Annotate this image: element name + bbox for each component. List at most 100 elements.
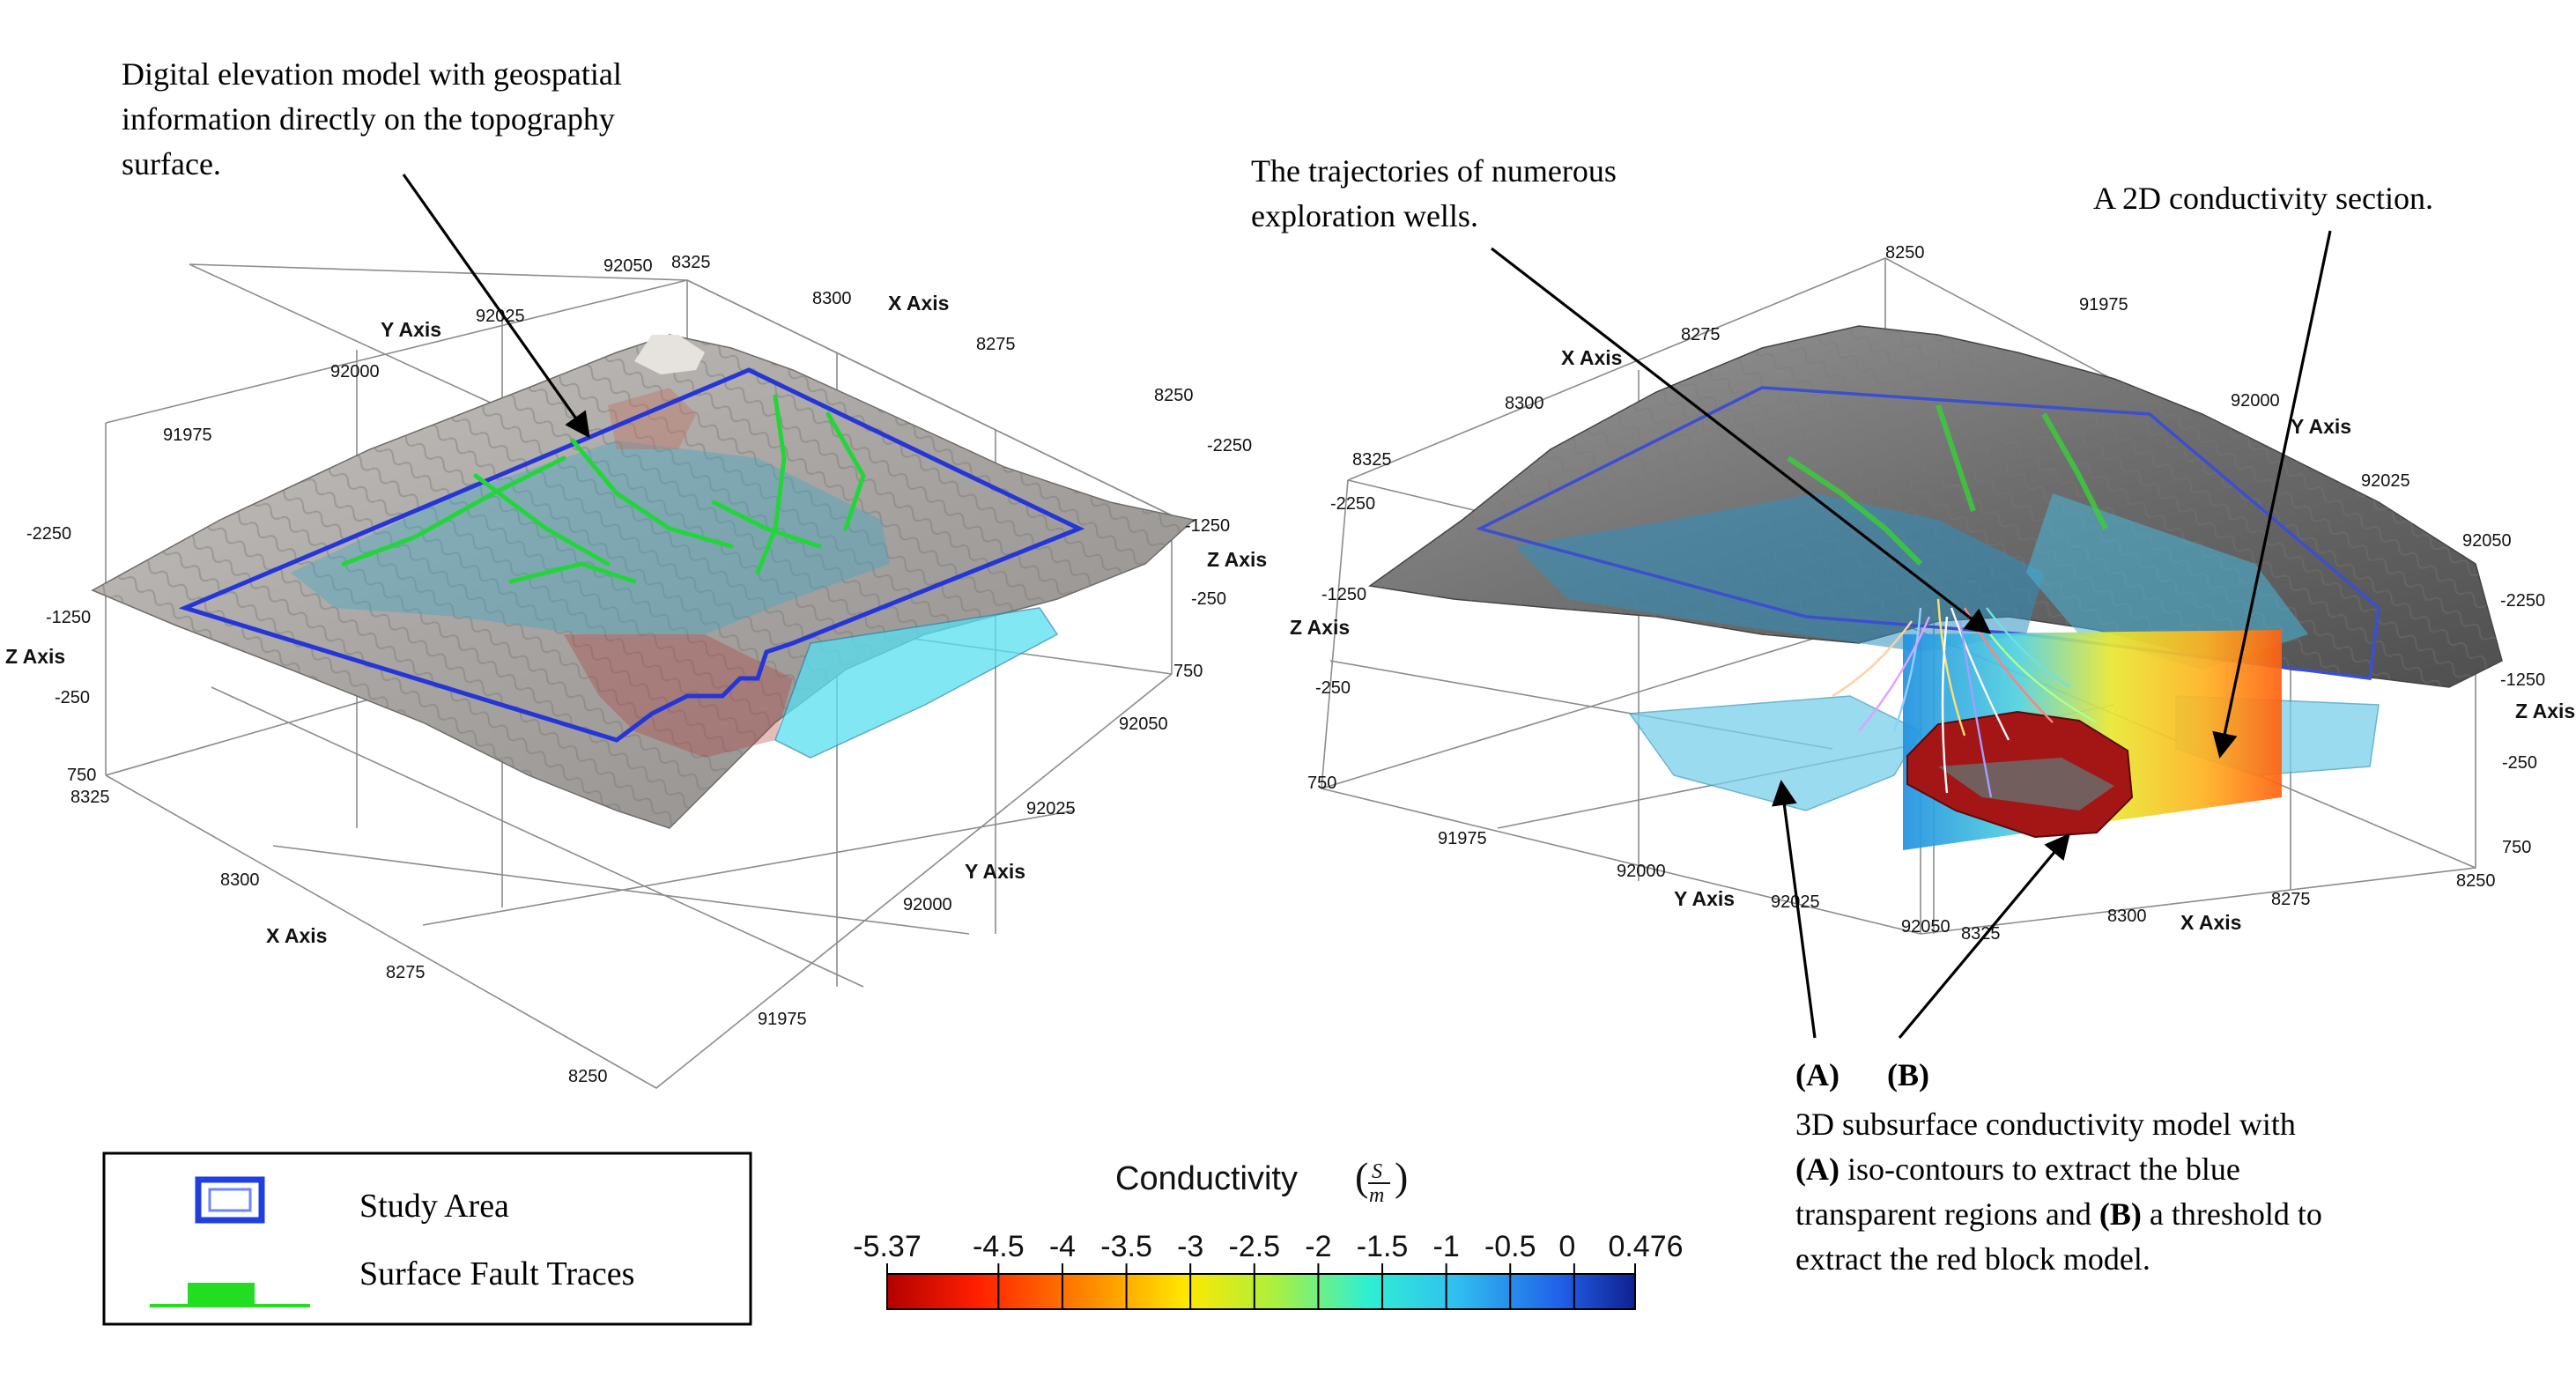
right-z-tick-left: -1250 bbox=[1321, 585, 1366, 604]
right-y-axis-title-bottom: Y Axis bbox=[1674, 887, 1735, 910]
colorbar-tick-label: -5.37 bbox=[853, 1230, 922, 1263]
wells-arrow bbox=[1491, 247, 1992, 634]
arrow-a bbox=[1772, 780, 1817, 1039]
red-block-model bbox=[1906, 710, 2134, 839]
left-plot: 8325 8300 8275 8250 92050 92025 92000 91… bbox=[5, 253, 1267, 1089]
left-y-tick-right: 92050 bbox=[1119, 715, 1168, 734]
model-annotation-line: (A) iso-contours to extract the blue bbox=[1795, 1151, 2240, 1187]
left-x-tick-bottom: 8325 bbox=[70, 788, 110, 807]
left-geospatial-overlay bbox=[291, 388, 1059, 759]
wells-annotation-line: exploration wells. bbox=[1251, 198, 1478, 233]
colorbar-unit-open-paren: ( bbox=[1355, 1154, 1368, 1199]
right-x-tick-bottom: 8250 bbox=[2456, 871, 2496, 891]
wells-annotation: The trajectories of numerous exploration… bbox=[1251, 153, 1992, 634]
colorbar-tick-label: -0.5 bbox=[1484, 1230, 1536, 1263]
left-surface-fault-traces bbox=[341, 394, 866, 584]
right-y-tick-top: 92000 bbox=[2231, 391, 2280, 411]
right-x-tick-top: 8300 bbox=[1505, 394, 1544, 413]
right-x-axis-title-top: X Axis bbox=[1561, 346, 1622, 369]
right-z-tick-right: 750 bbox=[2502, 838, 2531, 857]
left-y-tick-top: 92050 bbox=[603, 256, 653, 276]
label-b: (B) bbox=[1887, 1057, 1929, 1092]
right-z-tick-right: -2250 bbox=[2500, 591, 2545, 611]
model-bold-a: (A) bbox=[1795, 1151, 1839, 1187]
right-x-tick-top: 8250 bbox=[1885, 243, 1925, 263]
right-z-axis-title-right: Z Axis bbox=[2515, 700, 2575, 722]
colorbar-tick-label: -1 bbox=[1433, 1230, 1460, 1263]
right-z-tick-left: -2250 bbox=[1330, 494, 1375, 514]
study-area-icon bbox=[195, 1176, 265, 1224]
study-area-icon-inner bbox=[208, 1188, 252, 1212]
left-x-tick-bottom: 8300 bbox=[220, 870, 260, 890]
left-y-axis-title-top: Y Axis bbox=[381, 318, 441, 341]
section-annotation-text: A 2D conductivity section. bbox=[2093, 181, 2433, 216]
right-x-tick-top: 8275 bbox=[1681, 325, 1721, 344]
right-study-area-outline bbox=[1476, 386, 2380, 680]
right-z-tick-left: 750 bbox=[1307, 774, 1336, 793]
dem-annotation-line: Digital elevation model with geospatial bbox=[122, 56, 622, 92]
right-x-tick-top: 8325 bbox=[1352, 450, 1392, 470]
colorbar-tick-label: -2.5 bbox=[1229, 1230, 1281, 1263]
right-y-tick-top: 92025 bbox=[2361, 471, 2410, 491]
right-y-tick-top: 92050 bbox=[2462, 531, 2512, 551]
colorbar-tick-label: 0 bbox=[1558, 1230, 1575, 1263]
colorbar-tick-label: 0.476 bbox=[1608, 1230, 1683, 1263]
right-y-axis-title-top: Y Axis bbox=[2291, 415, 2351, 438]
right-y-tick-bottom: 92000 bbox=[1617, 862, 1666, 881]
right-tick-labels: 8250 8275 8300 8325 91975 92000 92025 92… bbox=[1307, 243, 2545, 944]
colorbar-tick-label: -3 bbox=[1177, 1230, 1203, 1263]
colorbar-unit-denominator: m bbox=[1369, 1184, 1384, 1207]
left-y-tick-right: 91975 bbox=[758, 1010, 807, 1029]
right-y-tick-top: 91975 bbox=[2079, 295, 2128, 315]
colorbar-title: Conductivity bbox=[1115, 1160, 1298, 1197]
right-x-tick-bottom: 8300 bbox=[2107, 907, 2147, 926]
right-y-tick-bottom: 92025 bbox=[1771, 892, 1820, 912]
right-y-tick-bottom: 91975 bbox=[1438, 829, 1487, 848]
model-line3-post: a threshold to bbox=[2142, 1196, 2322, 1232]
dem-arrow bbox=[402, 174, 590, 439]
left-z-tick-right: -2250 bbox=[1207, 436, 1252, 455]
dem-annotation: Digital elevation model with geospatial … bbox=[122, 56, 622, 439]
model-line3-pre: transparent regions and bbox=[1795, 1196, 2099, 1232]
left-z-tick-left: -2250 bbox=[26, 524, 71, 544]
right-z-tick-left: -250 bbox=[1315, 678, 1351, 698]
left-x-tick-top: 8250 bbox=[1154, 386, 1194, 405]
legend-label-study-area: Study Area bbox=[359, 1188, 509, 1225]
colorbar-ticks: -5.37 -4.5 -4 -3.5 -3 -2.5 -2 -1.5 -1 -0.5 0 0.476 bbox=[853, 1230, 1684, 1309]
right-z-tick-right: -250 bbox=[2502, 753, 2537, 773]
wells-annotation-line: The trajectories of numerous bbox=[1251, 153, 1617, 189]
model-bold-b: (B) bbox=[2099, 1196, 2142, 1232]
left-z-tick-right: -250 bbox=[1191, 589, 1226, 609]
left-terrain-surface bbox=[91, 334, 1195, 829]
left-y-tick-top: 91975 bbox=[163, 426, 212, 445]
dem-annotation-line: information directly on the topography bbox=[122, 101, 615, 137]
colorbar-gradient bbox=[886, 1273, 1636, 1310]
right-z-tick-right: -1250 bbox=[2500, 670, 2545, 690]
left-tick-labels: 8325 8300 8275 8250 92050 92025 92000 91… bbox=[26, 253, 1252, 1086]
left-study-area-outline bbox=[178, 367, 1085, 743]
right-x-tick-bottom: 8275 bbox=[2271, 890, 2311, 909]
right-plot: 8250 8275 8300 8325 91975 92000 92025 92… bbox=[1290, 243, 2575, 944]
left-y-tick-top: 92025 bbox=[476, 307, 525, 326]
colorbar-unit: ( S m ) bbox=[1355, 1154, 1408, 1207]
left-x-axis-title-top: X Axis bbox=[888, 292, 949, 315]
right-x-axis-title-bottom: X Axis bbox=[2180, 911, 2241, 934]
left-x-axis-title-bottom: X Axis bbox=[266, 924, 327, 947]
legend: Study Area Surface Fault Traces bbox=[102, 1151, 752, 1326]
label-a: (A) bbox=[1795, 1057, 1839, 1092]
arrow-b bbox=[1898, 833, 2070, 1040]
right-y-tick-bottom: 92050 bbox=[1901, 917, 1951, 937]
model-annotation-line: extract the red block model. bbox=[1795, 1241, 2150, 1277]
right-conductivity-regions bbox=[1515, 493, 2380, 811]
model-annotation-line: transparent regions and (B) a threshold … bbox=[1795, 1196, 2322, 1232]
surface-fault-icon bbox=[188, 1283, 255, 1306]
legend-label-surface-fault: Surface Fault Traces bbox=[359, 1255, 634, 1292]
left-z-tick-right: 750 bbox=[1173, 662, 1203, 681]
model-line2: iso-contours to extract the blue bbox=[1839, 1151, 2240, 1187]
left-x-tick-bottom: 8250 bbox=[568, 1067, 608, 1086]
left-z-tick-left: -1250 bbox=[46, 608, 91, 627]
left-y-axis-title-bottom: Y Axis bbox=[965, 860, 1025, 883]
colorbar: Conductivity ( S m ) -5.37 -4.5 -4 -3.5 -3 -2… bbox=[853, 1154, 1684, 1310]
section-annotation: A 2D conductivity section. bbox=[2093, 181, 2433, 759]
